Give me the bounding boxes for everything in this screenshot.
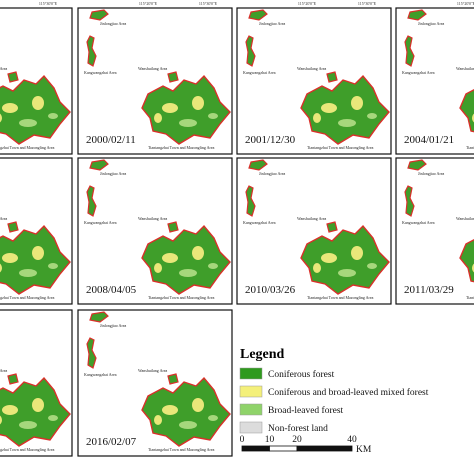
area-label: Kangwangzhai Area	[243, 70, 276, 75]
area-label: Jinlongjiao Area	[259, 171, 286, 176]
area-label: Wanshuilang Area	[138, 216, 168, 221]
legend-title: Legend	[240, 347, 285, 362]
map-panel: Jinlongjiao Area Kangwangzhai Area Wanshui…	[395, 157, 474, 305]
area-label: Wanshuilang Area	[0, 66, 8, 71]
area-label: Tiantangzhai Town and Mazongling Area	[0, 145, 55, 150]
area-label: Kangwangzhai Area	[84, 220, 117, 225]
area-label: Kangwangzhai Area	[402, 70, 435, 75]
legend: Legend Coniferous forest Coniferous and br…	[240, 347, 429, 455]
area-label: Wanshuilang Area	[138, 66, 168, 71]
area-label: Tiantangzhai Town and Mazongling Area	[148, 447, 215, 452]
legend-swatch	[239, 367, 263, 380]
area-label: Jinlongjiao Area	[418, 21, 445, 26]
area-label: Kangwangzhai Area	[84, 70, 117, 75]
date-label: 2000/02/11	[86, 134, 136, 146]
panel-frame	[395, 157, 474, 305]
scale-tick: 20	[292, 435, 302, 445]
date-label: 2004/01/21	[404, 134, 454, 146]
area-label: Kangwangzhai Area	[402, 220, 435, 225]
scale-unit: KM	[356, 445, 372, 455]
axis-label: 115°20'0"E	[457, 1, 474, 6]
date-label: 2010/03/26	[245, 284, 296, 296]
date-label: 2001/12/30	[245, 134, 296, 146]
map-panel: 115°20'0"E 115°30'0"E Jinlongjiao Area Kang…	[77, 1, 233, 155]
scale-segment	[269, 445, 298, 452]
area-label: Wanshuilang Area	[456, 66, 474, 71]
legend-swatch	[239, 403, 263, 416]
scale-tick: 0	[240, 435, 245, 445]
legend-swatch	[239, 421, 263, 434]
area-label: Tiantangzhai Town and Mazongling Area	[0, 295, 55, 300]
legend-label: Broad-leaved forest	[268, 405, 344, 416]
area-label: Tiantangzhai Town and Mazongling Area	[307, 145, 374, 150]
scale-tick: 40	[347, 435, 357, 445]
area-label: Wanshuilang Area	[297, 216, 327, 221]
area-label: Kangwangzhai Area	[84, 372, 117, 377]
axis-label: 115°20'0"E	[298, 1, 317, 6]
area-label: Tiantangzhai Town and Mazongling Area	[148, 295, 215, 300]
area-label: Tiantangzhai Town and Mazongling Area	[466, 295, 474, 300]
legend-swatch	[239, 385, 263, 398]
map-panel: 115°20'0"E 115°30'0"E Jinlongjiao Area Kang…	[236, 1, 392, 155]
area-label: Wanshuilang Area	[456, 216, 474, 221]
area-label: Jinlongjiao Area	[418, 171, 445, 176]
map-panel: Jinlongjiao Area Kangwangzhai Area Wanshui…	[77, 157, 233, 305]
area-label: Wanshuilang Area	[138, 368, 168, 373]
axis-label: 115°30'0"E	[199, 1, 218, 6]
panels: 115°20'0"E 115°30'0"E Jinlongjiao Area Kang…	[0, 1, 474, 457]
area-label: Kangwangzhai Area	[243, 220, 276, 225]
area-label: Tiantangzhai Town and Mazongling Area	[148, 145, 215, 150]
date-label: 2011/03/29	[404, 284, 454, 296]
axis-label: 115°30'0"E	[358, 1, 377, 6]
area-label: Wanshuilang Area	[0, 216, 8, 221]
scale-segment	[296, 445, 353, 452]
legend-label: Non-forest land	[268, 423, 328, 434]
legend-label: Coniferous forest	[268, 369, 335, 380]
area-label: Wanshuilang Area	[0, 368, 8, 373]
scale-tick: 10	[265, 435, 275, 445]
map-panel: Jinlongjiao Area Kangwangzhai Area Wanshui…	[236, 157, 392, 305]
area-label: Jinlongjiao Area	[100, 323, 127, 328]
date-label: 2008/04/05	[86, 284, 137, 296]
area-label: Tiantangzhai Town and Mazongling Area	[0, 447, 55, 452]
area-label: Wanshuilang Area	[297, 66, 327, 71]
area-label: Tiantangzhai Town and Mazongling Area	[466, 145, 474, 150]
date-label: 2016/02/07	[86, 436, 137, 448]
map-panel: Jinlongjiao Area Kangwangzhai Area Wanshui…	[77, 309, 233, 457]
axis-label: 115°30'0"E	[39, 1, 58, 6]
area-label: Tiantangzhai Town and Mazongling Area	[307, 295, 374, 300]
axis-label: 115°20'0"E	[139, 1, 158, 6]
area-label: Jinlongjiao Area	[100, 171, 127, 176]
legend-label: Coniferous and broad-leaved mixed forest	[268, 387, 429, 398]
scale-segment	[241, 445, 270, 452]
area-label: Jinlongjiao Area	[259, 21, 286, 26]
area-label: Jinlongjiao Area	[100, 21, 127, 26]
panel-frame	[395, 7, 474, 155]
